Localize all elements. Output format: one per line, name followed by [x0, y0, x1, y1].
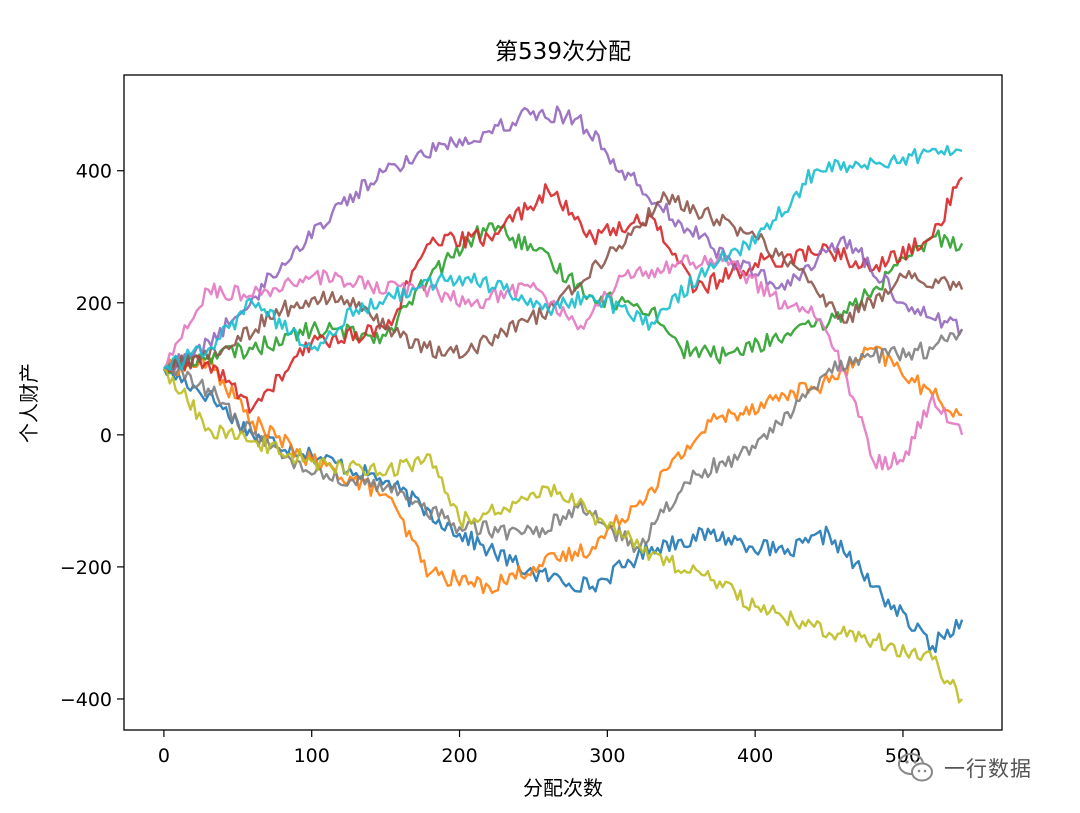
wechat-icon [898, 753, 933, 782]
y-tick-label: 200 [76, 293, 112, 315]
series-line-3 [163, 222, 964, 375]
series-line-2 [163, 345, 963, 595]
series-line-5 [163, 105, 964, 374]
y-tick-label: −200 [60, 557, 112, 579]
x-tick-label: 100 [294, 745, 330, 767]
watermark: 一行数据 [896, 748, 1032, 788]
x-tick-label: 400 [737, 745, 773, 767]
y-axis-title: 个人财产 [17, 363, 41, 443]
y-tick-label: 0 [100, 425, 112, 447]
x-tick-label: 0 [158, 745, 170, 767]
plot-frame [123, 74, 1003, 731]
series-line-1 [162, 365, 964, 654]
y-axis-ticks: −400 −200 0 200 400 [60, 161, 124, 711]
x-tick-label: 300 [589, 745, 625, 767]
x-axis-title: 分配次数 [523, 776, 603, 800]
series-line-9 [163, 367, 963, 704]
watermark-text: 一行数据 [944, 757, 1032, 781]
chart-title: 第539次分配 [495, 39, 631, 65]
series-lines [162, 105, 964, 704]
y-tick-label: 400 [76, 161, 112, 183]
y-tick-label: −400 [60, 689, 112, 711]
series-line-10 [163, 144, 963, 372]
series-line-7 [162, 253, 964, 471]
x-tick-label: 200 [441, 745, 477, 767]
series-line-6 [163, 191, 964, 372]
x-axis-ticks: 0 100 200 300 400 500 [158, 730, 921, 767]
